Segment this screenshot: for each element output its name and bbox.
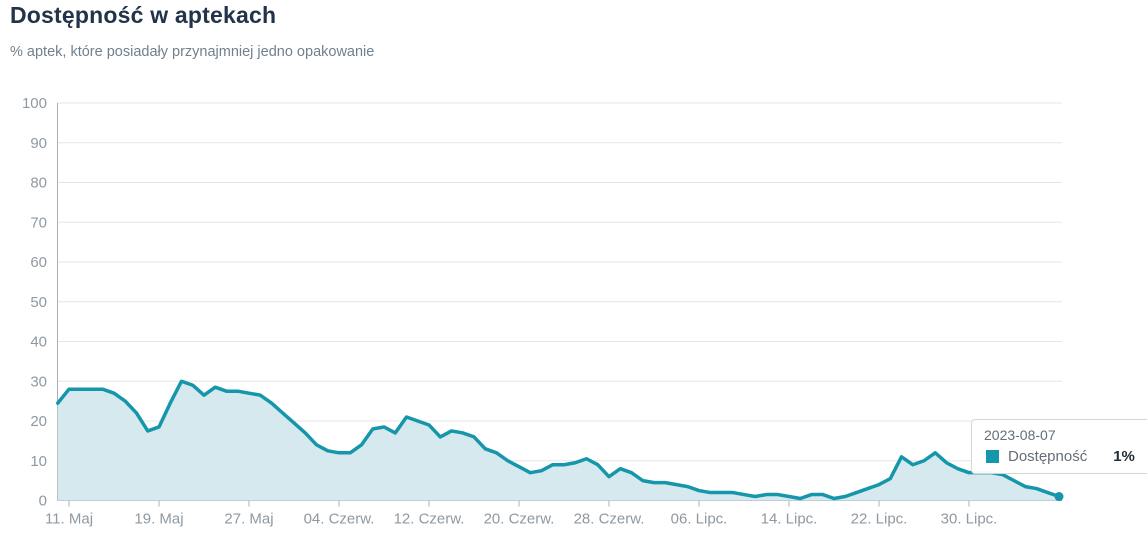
y-axis-label: 50 — [30, 294, 47, 311]
y-axis-label: 70 — [30, 214, 47, 231]
x-axis-label: 11. Maj — [45, 511, 93, 528]
chart-title: Dostępność w aptekach — [10, 2, 277, 28]
x-axis-label: 04. Czerw. — [304, 511, 375, 528]
x-axis-label: 06. Lipc. — [671, 511, 728, 528]
series-line[interactable] — [56, 379, 1061, 501]
tooltip-value: 1% — [1113, 448, 1135, 465]
x-axis-label: 19. Maj — [134, 511, 183, 528]
y-axis-label: 10 — [30, 453, 47, 470]
plot-area[interactable]: 0 10 20 30 40 50 60 70 80 90 100 11. Maj 19. Maj 27. … — [0, 70, 1147, 550]
tooltip-series-name: Dostępność — [1008, 448, 1088, 465]
tooltip-date: 2023-08-07 — [984, 427, 1056, 443]
hover-marker — [1054, 492, 1064, 502]
tooltip-series-row: Dostępność 1% — [982, 448, 1147, 465]
x-axis-label: 12. Czerw. — [394, 511, 465, 528]
y-axis-label: 0 — [39, 493, 47, 510]
chart-canvas[interactable]: 0 10 20 30 40 50 60 70 80 90 100 11. Maj 19. Maj 27. … — [0, 70, 1147, 550]
y-axis-label: 30 — [30, 373, 47, 390]
chart-tooltip: 2023-08-07 Dostępność 1% — [971, 419, 1147, 474]
x-axis-label: 22. Lipc. — [851, 511, 908, 528]
y-axis-label: 60 — [30, 254, 47, 271]
y-axis-label: 40 — [30, 334, 47, 351]
y-axis-label: 20 — [30, 413, 47, 430]
x-axis-label: 20. Czerw. — [484, 511, 555, 528]
x-axis-label: 28. Czerw. — [574, 511, 645, 528]
area-fill — [57, 381, 1059, 501]
series-swatch-icon — [986, 450, 999, 463]
x-axis-label: 14. Lipc. — [761, 511, 818, 528]
x-axis-label: 27. Maj — [224, 511, 273, 528]
x-axis-label: 30. Lipc. — [941, 511, 998, 528]
y-axis-label: 80 — [30, 175, 47, 192]
chart-subtitle: % aptek, które posiadały przynajmniej je… — [10, 44, 375, 60]
y-axis-label: 100 — [22, 95, 47, 112]
y-axis-label: 90 — [30, 135, 47, 152]
